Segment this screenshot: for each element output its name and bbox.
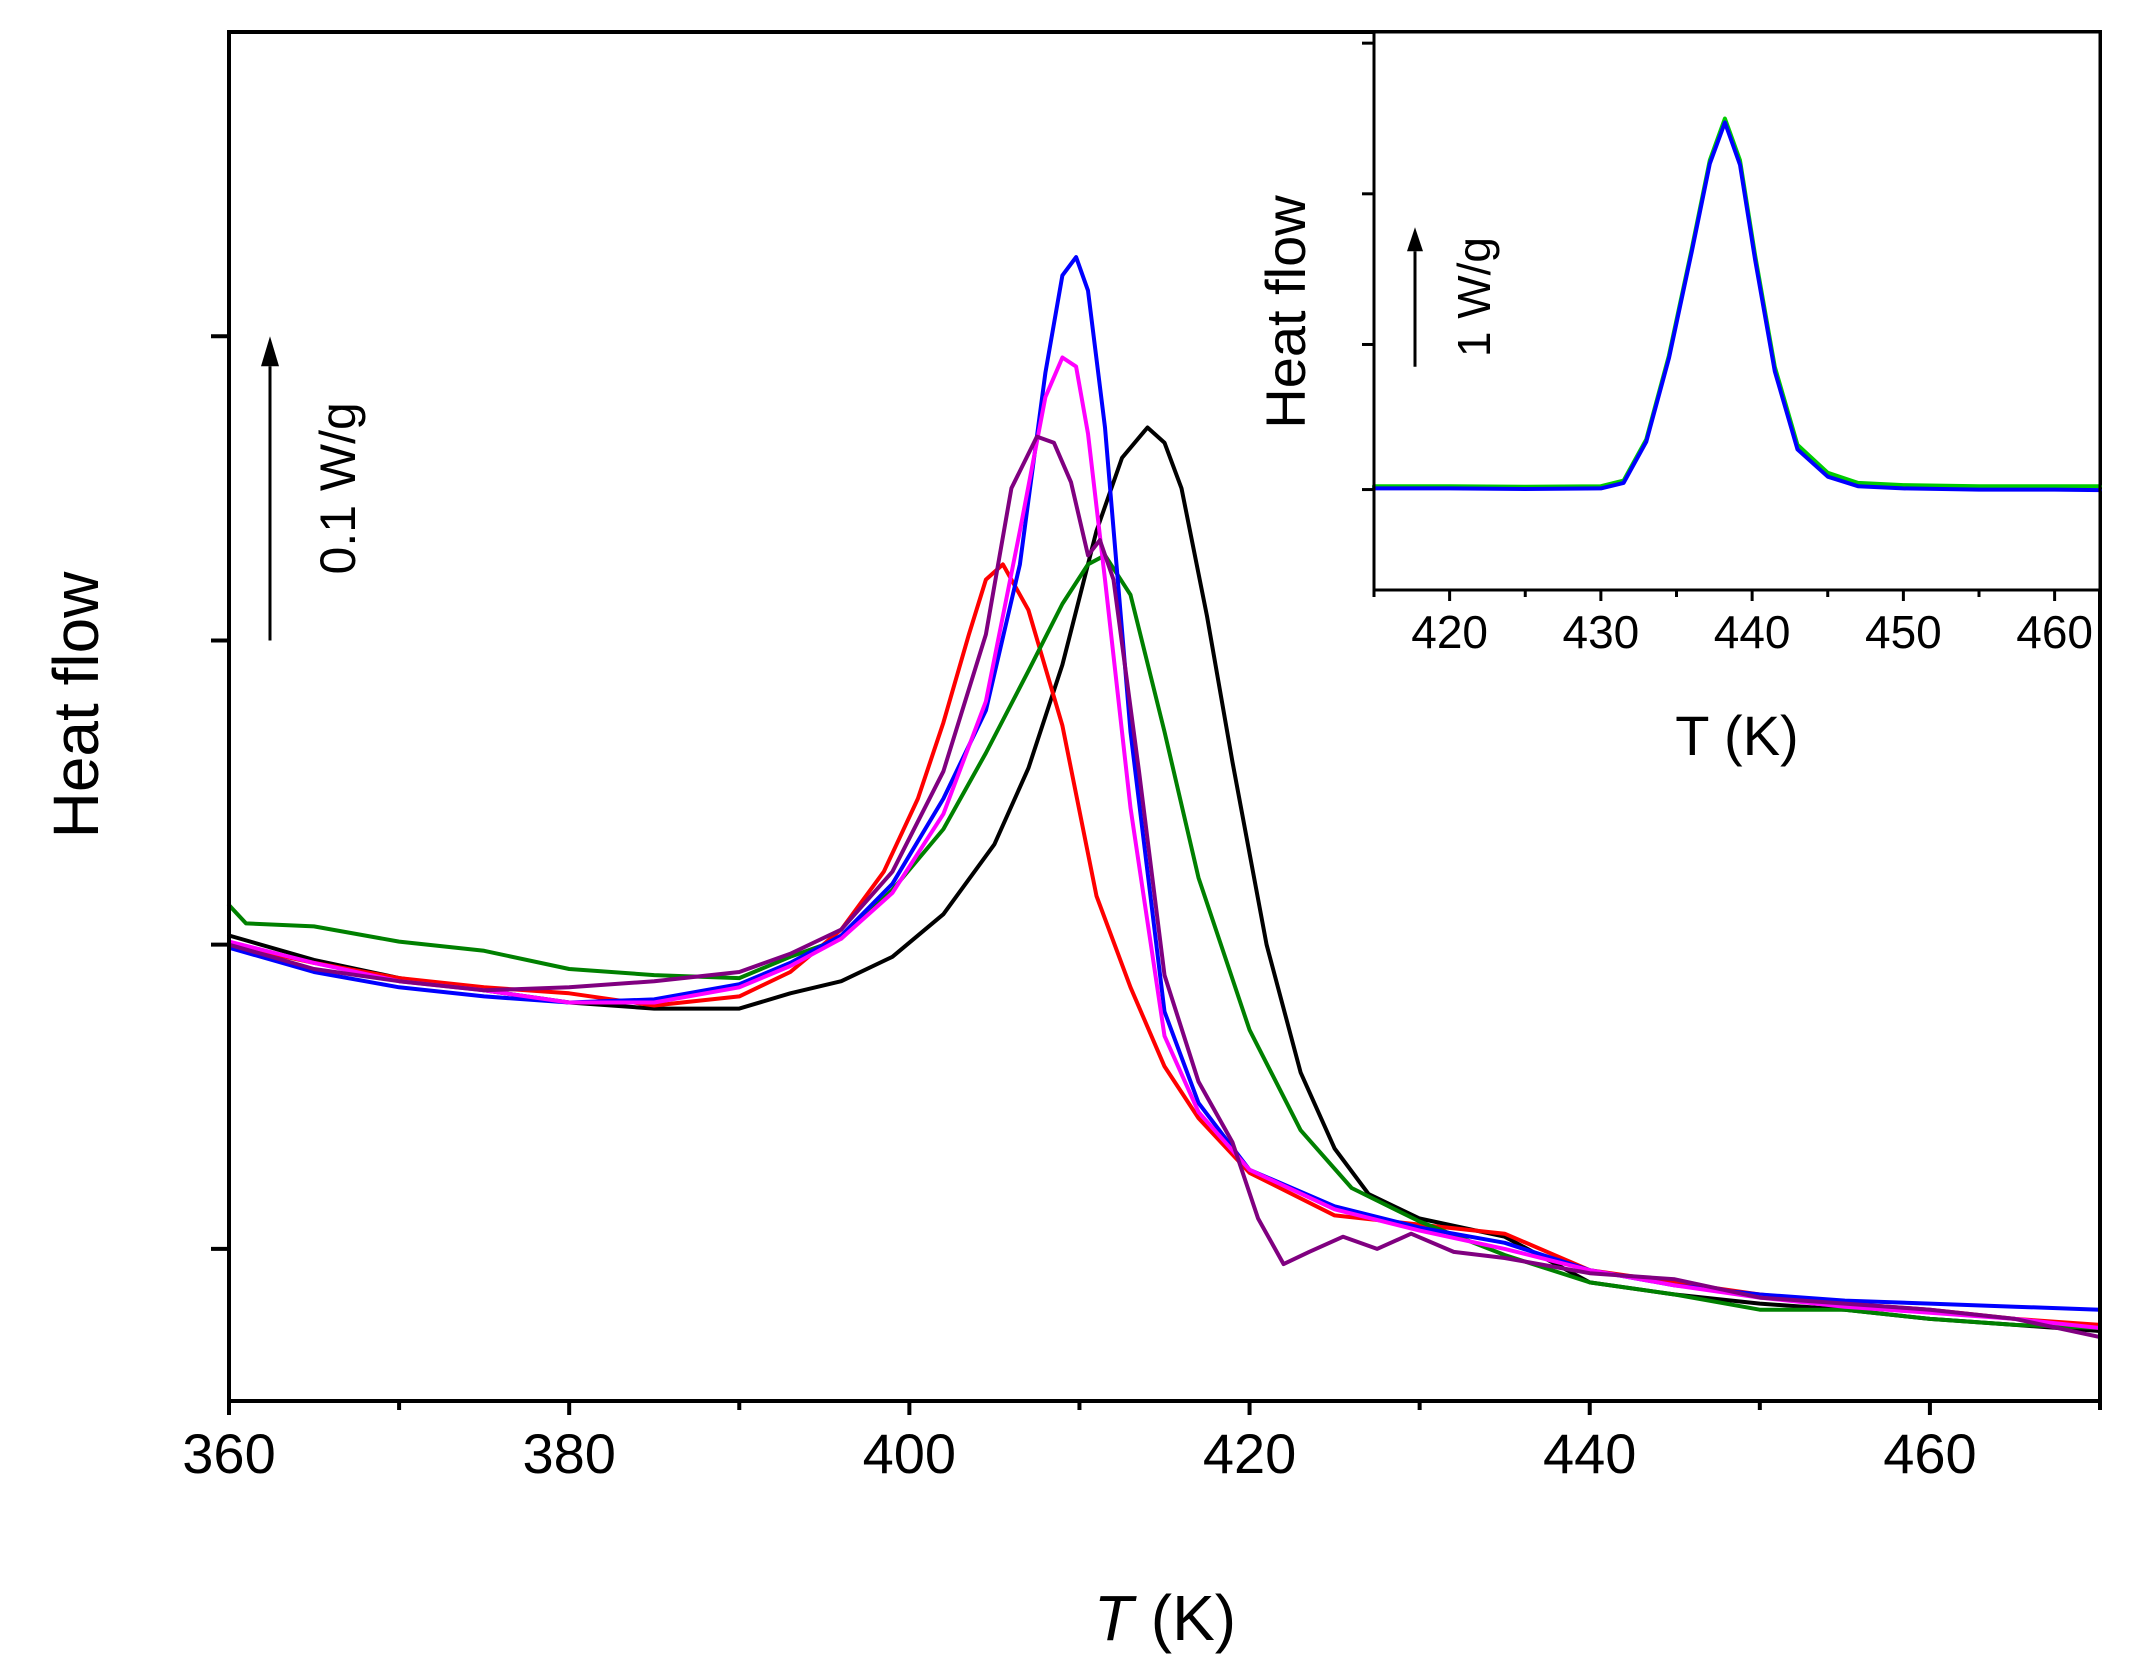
inset-chart: 420 430 440 450 460 T (K) Heat flow 1 W/g [1254,30,2102,767]
main-series-green [227,553,2102,1330]
main-chart: 360 380 400 420 440 460 T (K) Heat flow 0.1 W… [40,30,2102,1654]
inset-y-axis [1362,41,1374,492]
inset-x-tick-label: 440 [1714,606,1791,658]
main-plot-frame [227,30,2102,1403]
main-scale-bar-arrowhead [261,336,279,367]
inset-scale-bar: 1 W/g [1407,227,1500,367]
main-x-tick-label: 360 [182,1422,275,1485]
main-x-tick-label: 420 [1203,1422,1296,1485]
main-x-axis-symbol: T [1094,1582,1137,1654]
main-x-axis-title: T (K) [1094,1582,1236,1654]
main-x-tick-label: 400 [863,1422,956,1485]
inset-x-tick-label: 430 [1563,606,1640,658]
inset-series-blue [1372,120,2102,493]
main-y-axis [211,334,229,1251]
main-x-tick-label: 380 [522,1422,615,1485]
main-scale-bar: 0.1 W/g [261,336,366,641]
main-series-red [227,562,2102,1327]
main-plot-lines [227,255,2102,1340]
main-series-magenta [227,355,2102,1330]
inset-x-tick-label: 450 [1865,606,1942,658]
main-x-axis-unit: (K) [1151,1582,1236,1654]
main-x-axis: 360 380 400 420 440 460 [182,1401,2102,1485]
main-series-purple [227,434,2102,1340]
inset-plot-lines [1372,116,2102,493]
inset-y-axis-title: Heat flow [1254,195,1317,429]
inset-background [1374,32,2100,590]
inset-x-axis: 420 430 440 450 460 [1372,590,2093,658]
main-scale-bar-label: 0.1 W/g [310,402,366,574]
main-y-axis-title: Heat flow [40,571,112,839]
inset-x-axis-title: T (K) [1675,704,1798,767]
inset-scale-bar-label: 1 W/g [1448,237,1500,357]
main-x-tick-label: 460 [1883,1422,1976,1485]
main-x-tick-label: 440 [1543,1422,1636,1485]
inset-scale-bar-arrowhead [1407,227,1423,252]
inset-x-tick-label: 420 [1411,606,1488,658]
inset-plot-frame [1372,30,2102,592]
inset-x-tick-label: 460 [2016,606,2093,658]
